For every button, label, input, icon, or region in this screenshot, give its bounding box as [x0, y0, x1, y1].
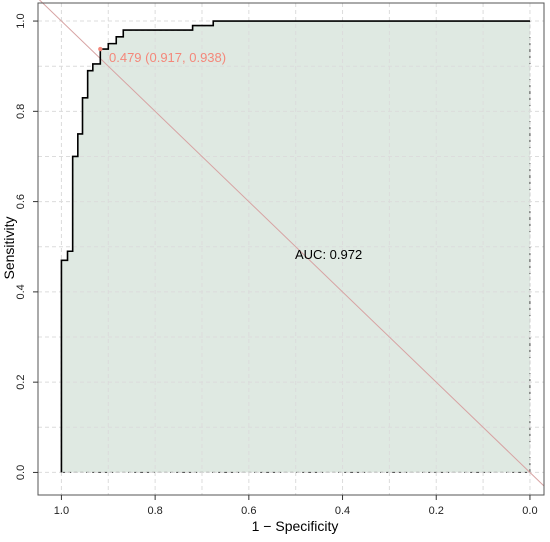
frame-layer	[37, 2, 545, 496]
x-tick-label: 0.8	[147, 505, 162, 517]
roc-line-layer	[60, 20, 530, 473]
x-tick-label: 0.6	[241, 505, 256, 517]
x-axis-title: 1 − Specificity	[252, 518, 339, 534]
y-tick-label: 1.0	[15, 13, 27, 28]
y-tick-label: 0.4	[15, 284, 27, 299]
reference-diagonal	[38, 0, 545, 487]
grid-layer	[38, 3, 544, 495]
y-tick-label: 0.8	[15, 104, 27, 119]
x-tick-label: 0.2	[429, 505, 444, 517]
y-tick-label: 0.6	[15, 194, 27, 209]
x-tick-label: 0.0	[522, 505, 537, 517]
roc-curve	[60, 20, 530, 473]
auc-label: AUC: 0.972	[295, 247, 362, 262]
diagonal-layer	[38, 0, 545, 487]
y-tick-label: 0.0	[15, 465, 27, 480]
y-axis-title: Sensitivity	[1, 216, 17, 279]
plot-frame	[37, 2, 545, 496]
threshold-point	[98, 46, 103, 52]
x-tick-label: 1.0	[54, 505, 69, 517]
x-tick-label: 0.4	[335, 505, 350, 517]
ticks-layer: 1.0 0.8 0.6 0.4 0.2 0.0 0.0 0.2 0.4 0.6 0.8 1.0	[15, 13, 538, 517]
threshold-label: 0.479 (0.917, 0.938)	[109, 50, 226, 65]
y-tick-label: 0.2	[15, 375, 27, 390]
